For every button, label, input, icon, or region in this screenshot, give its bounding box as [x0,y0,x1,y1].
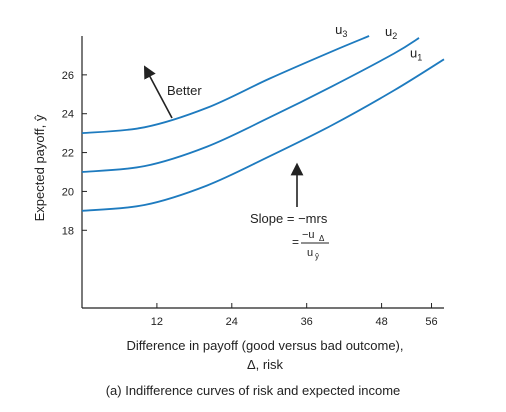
slope-equals: = [292,235,299,249]
y-tick-label: 22 [62,148,74,160]
y-tick-label: 20 [62,186,74,198]
figure-caption: (a) Indifference curves of risk and expe… [105,383,401,398]
indifference-curve-u1 [81,58,445,212]
slope-annotation: Slope = −mrs = −u Δ u ŷ [250,162,329,261]
x-tick-label: 12 [151,316,163,328]
slope-denominator: u [307,247,313,259]
y-tick-label: 18 [62,225,74,237]
ticks: 12 24 36 48 56 18 20 22 24 26 [62,70,438,328]
curves [81,35,445,212]
x-axis-label: Difference in payoff (good versus bad ou… [126,338,403,353]
slope-denominator-sub: ŷ [315,252,319,261]
x-tick-label: 36 [301,316,313,328]
better-label: Better [167,83,202,98]
better-arrow [143,65,173,119]
curve-labels: u1 u2 u3 [335,22,422,62]
curve-label-u3: u3 [335,22,347,39]
curve-label-u2: u2 [385,24,397,41]
curve-label-u1: u1 [410,45,422,62]
indifference-curve-u2 [81,37,420,173]
y-tick-label: 26 [62,70,74,82]
x-tick-label: 56 [425,316,437,328]
indifference-curve-u3 [81,35,370,135]
x-tick-label: 48 [375,316,387,328]
y-axis-label: Expected payoff, ŷ [32,114,47,221]
x-axis-label-line2: Δ, risk [247,357,284,372]
slope-numerator-sub: Δ [319,234,325,243]
slope-numerator: −u [302,229,315,241]
indifference-chart: 12 24 36 48 56 18 20 22 24 26 u1 u2 u3 Expected pay… [32,22,445,372]
slope-text: Slope = −mrs [250,211,328,226]
better-annotation: Better [143,65,202,119]
axes [81,36,444,309]
y-tick-label: 24 [62,109,74,121]
x-tick-label: 24 [226,316,238,328]
